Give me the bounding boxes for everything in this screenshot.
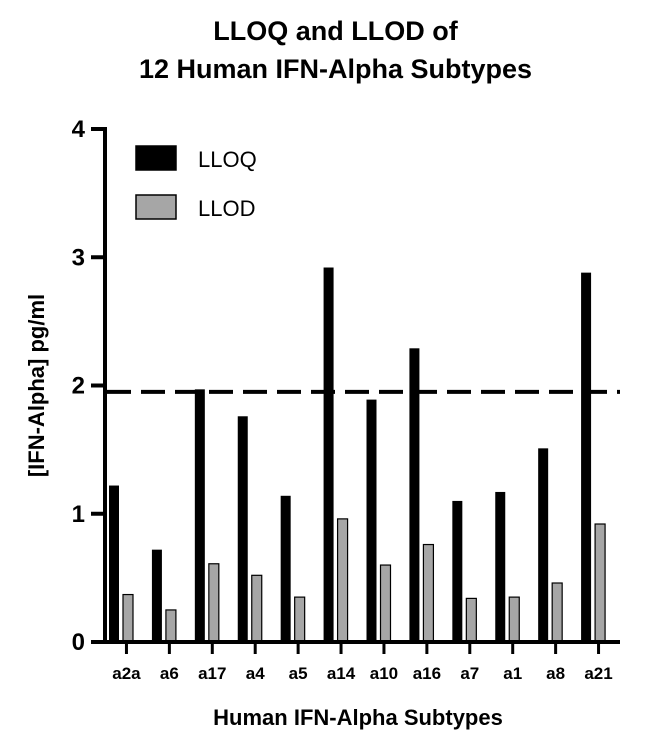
chart-title-line2: 12 Human IFN-Alpha Subtypes [138, 54, 533, 84]
x-tick-label-a14: a14 [327, 664, 356, 683]
bar-lloq-a16 [409, 348, 420, 642]
bar-lloq-a17 [194, 389, 205, 642]
x-tick-label-a21: a21 [584, 664, 612, 683]
bar-lloq-a10 [366, 399, 377, 642]
x-tick-label-a4: a4 [246, 664, 265, 683]
x-axis-title: Human IFN-Alpha Subtypes [213, 705, 503, 730]
bar-lloq-a2a [109, 485, 119, 642]
bar-llod-a10 [379, 564, 392, 643]
x-tick-label-a10: a10 [370, 664, 398, 683]
legend: LLOQ LLOD [135, 145, 257, 221]
bar-lloq-a1 [495, 491, 506, 642]
legend-swatch-lloq [135, 145, 177, 171]
legend-swatch-llod [135, 194, 177, 220]
y-axis-title: [IFN-Alpha] pg/ml [24, 294, 49, 477]
x-tick-label-a6: a6 [160, 664, 179, 683]
x-tick-label-a17: a17 [198, 664, 226, 683]
y-tick-label-4: 4 [72, 116, 86, 143]
bar-llod-a14 [336, 518, 349, 643]
bar-lloq-a14 [323, 267, 334, 642]
bar-llod-a21 [594, 523, 606, 643]
bar-llod-a16 [422, 543, 435, 643]
bar-lloq-a6 [151, 549, 162, 642]
bar-llod-a2a [122, 593, 134, 643]
legend-label-llod: LLOD [198, 196, 255, 221]
bar-lloq-a5 [280, 495, 291, 642]
chart-title-line1: LLOQ and LLOD of [213, 16, 458, 46]
bar-llod-a7 [465, 597, 477, 643]
bar-lloq-a21 [581, 272, 592, 642]
x-tick-label-a2a: a2a [112, 664, 141, 683]
x-tick-label-a1: a1 [503, 664, 522, 683]
x-tick-label-a7: a7 [460, 664, 479, 683]
x-tick-label-a8: a8 [546, 664, 565, 683]
legend-label-lloq: LLOQ [198, 147, 257, 172]
bar-llod-a5 [294, 596, 306, 643]
y-tick-label-2: 2 [72, 373, 85, 400]
y-tick-label-3: 3 [72, 244, 85, 271]
bar-llod-a4 [251, 574, 263, 643]
x-tick-label-a5: a5 [289, 664, 308, 683]
bar-llod-a6 [165, 609, 177, 643]
bar-llod-a8 [551, 582, 563, 643]
bar-lloq-a8 [538, 448, 549, 642]
bar-lloq-a4 [237, 416, 248, 642]
y-tick-label-1: 1 [72, 501, 85, 528]
x-tick-label-a16: a16 [413, 664, 441, 683]
bar-llod-a1 [508, 596, 520, 643]
bar-lloq-a7 [452, 500, 463, 642]
bar-llod-a17 [208, 563, 220, 643]
y-tick-label-0: 0 [72, 629, 85, 656]
